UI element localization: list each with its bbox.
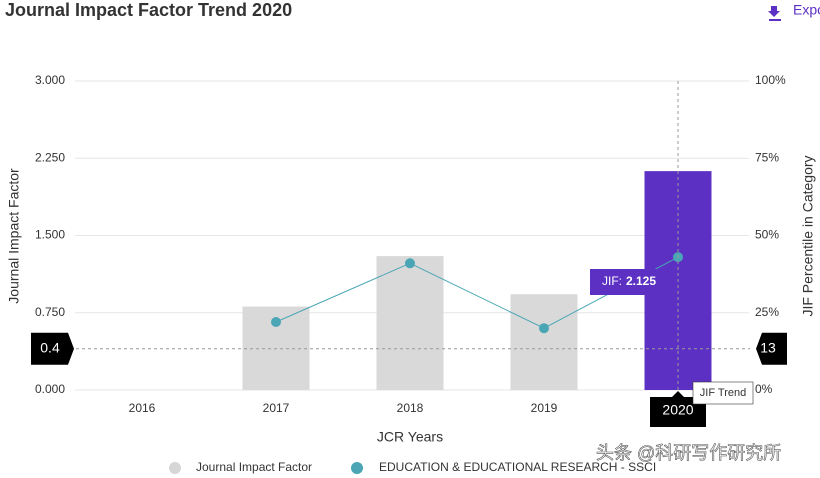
watermark: 头条 @科研写作研究所 — [596, 443, 781, 463]
hover-label-box — [692, 381, 754, 405]
tooltip-label: JIF: — [602, 274, 622, 288]
bar — [376, 256, 444, 390]
point — [271, 317, 281, 328]
tooltip: JIF: 2.125 — [602, 274, 656, 288]
x-tick-label: 2016 — [129, 401, 156, 415]
x-tick-label: 2018 — [397, 401, 424, 415]
legend-label: Journal Impact Factor — [196, 460, 312, 474]
y-tick-label: 0.000 — [35, 382, 65, 396]
y2-axis-title: JIF Percentile in Category — [800, 155, 816, 316]
tooltip-value: 2.125 — [626, 274, 656, 288]
y2-tick-label: 25% — [755, 305, 779, 319]
export-icon — [768, 6, 781, 21]
y-tick-label: 1.500 — [35, 228, 65, 242]
crosshair-right-box — [756, 332, 787, 365]
x-axis-title: JCR Years — [377, 429, 443, 445]
y2-tick-label: 100% — [755, 73, 786, 87]
crosshair-x-box — [650, 391, 706, 427]
y2-tick-label: 0% — [755, 382, 773, 396]
crosshair-y-label: 0.4 — [40, 340, 60, 356]
crosshair-left-box — [31, 332, 74, 365]
chart-title: Journal Impact Factor Trend 2020 — [5, 0, 292, 20]
legend-swatch — [169, 462, 181, 474]
x-tick-label: 2019 — [531, 401, 558, 415]
crosshair-y2-label: 13 — [760, 340, 776, 356]
x-tick-label: 2017 — [263, 401, 290, 415]
legend-swatch — [351, 462, 363, 474]
tooltip-box — [590, 269, 674, 295]
point — [539, 323, 549, 334]
y-tick-label: 2.250 — [35, 150, 65, 164]
y2-tick-label: 75% — [755, 150, 779, 164]
y-tick-label: 3.000 — [35, 73, 65, 87]
crosshair-x-label: 2020 — [662, 402, 693, 418]
export-label: Expo — [793, 2, 820, 18]
point — [405, 258, 415, 269]
y-tick-label: 0.750 — [35, 305, 65, 319]
export-button[interactable]: Expo — [768, 2, 820, 21]
bar — [510, 294, 578, 390]
legend-label: EDUCATION & EDUCATIONAL RESEARCH - SSCI — [379, 460, 656, 474]
y-axis-title: Journal Impact Factor — [6, 168, 22, 304]
y2-tick-label: 50% — [755, 228, 779, 242]
hover-label: JIF Trend — [700, 387, 746, 399]
